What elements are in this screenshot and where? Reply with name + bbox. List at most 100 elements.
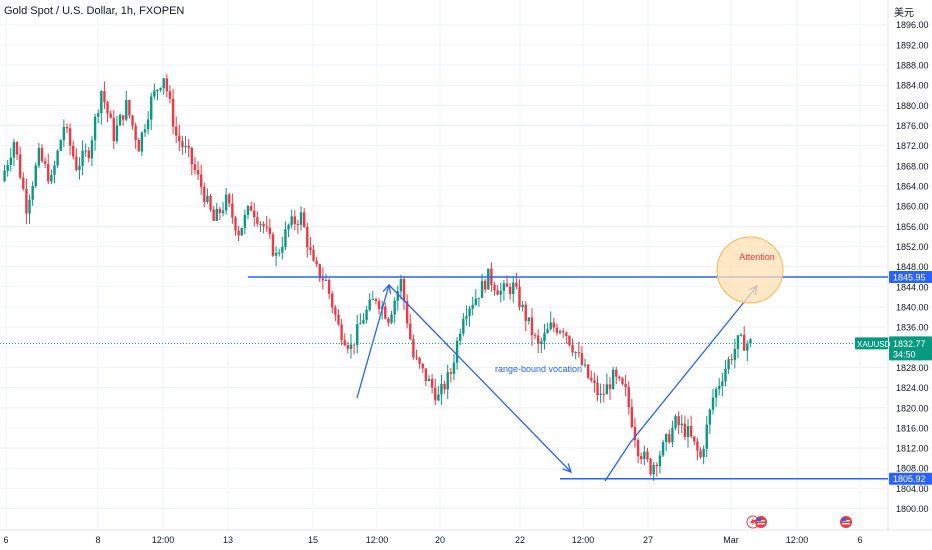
- candle-body: [608, 384, 612, 390]
- us-flag-icon-canton: [842, 518, 846, 521]
- candle-body: [131, 115, 134, 126]
- candle-body: [646, 451, 649, 459]
- candle-body: [471, 304, 474, 309]
- candle-body: [359, 323, 362, 325]
- candle-body: [171, 98, 175, 127]
- candle-body: [268, 227, 272, 235]
- candle-body: [296, 223, 300, 225]
- candle-body: [59, 140, 62, 151]
- candle-body: [37, 147, 41, 166]
- candle-body: [586, 364, 590, 378]
- candle-body: [384, 306, 387, 319]
- candle-body: [621, 378, 624, 385]
- candle-body: [159, 88, 162, 90]
- candle-body: [565, 332, 568, 337]
- candle-body: [530, 317, 534, 336]
- attention-circle[interactable]: [716, 236, 784, 304]
- candle-body: [427, 378, 431, 382]
- us-flag-icon[interactable]: [840, 516, 852, 528]
- us-flag-icon[interactable]: [755, 516, 767, 528]
- candle-body: [599, 393, 602, 395]
- candle-body: [31, 185, 34, 200]
- candle-body: [736, 335, 740, 350]
- candle-body: [533, 335, 537, 337]
- y-tick-label: 1880.00: [896, 101, 929, 111]
- price-axis[interactable]: 1896.00 1892.00 1888.00 1884.00 1880.00 1876.…: [896, 20, 929, 514]
- candle-body: [677, 416, 680, 426]
- y-tick-label: 1840.00: [896, 302, 929, 312]
- candle-body: [209, 195, 212, 210]
- candle-body: [240, 227, 243, 236]
- candle-body: [362, 320, 365, 324]
- candle-body: [293, 216, 296, 224]
- y-tick-label: 1848.00: [896, 262, 929, 272]
- range-note: range-bound vocation: [495, 364, 582, 374]
- candle-body: [686, 426, 690, 437]
- candle-body: [215, 208, 218, 221]
- arrow-head: [562, 463, 573, 474]
- candle-body: [115, 125, 119, 142]
- y-tick-label: 1828.00: [896, 363, 929, 373]
- candle-body: [121, 115, 125, 120]
- drawings[interactable]: Attention range-bound vocation: [0, 236, 888, 482]
- x-tick-label: 12:00: [366, 535, 389, 545]
- candle-body: [22, 177, 25, 189]
- candle-body: [50, 174, 53, 182]
- candle-body: [640, 456, 643, 460]
- candle-body: [452, 362, 456, 374]
- candle-body: [243, 214, 247, 228]
- candle-body: [396, 291, 399, 301]
- candle-body: [730, 359, 733, 361]
- candle-body: [483, 280, 487, 290]
- x-tick-label: Mar: [723, 535, 739, 545]
- candle-body: [277, 252, 281, 254]
- candle-body: [568, 336, 571, 345]
- candle-body: [184, 146, 187, 148]
- candle-body: [356, 324, 359, 346]
- candle-body: [468, 308, 471, 317]
- x-tick-label: 8: [95, 535, 100, 545]
- candle-body: [577, 352, 580, 354]
- candle-body: [106, 102, 109, 114]
- y-tick-label: 1820.00: [896, 403, 929, 413]
- arrow-up-1[interactable]: [356, 284, 390, 399]
- candle-body: [749, 339, 752, 344]
- y-tick-label: 1868.00: [896, 161, 929, 171]
- resistance-tag: [889, 270, 932, 283]
- candle-body: [9, 157, 13, 165]
- time-axis[interactable]: 6 8 12:00 13 15 12:00 20 22 12:00 27 Mar 12:00 6: [3, 535, 862, 545]
- arrow-down[interactable]: [388, 284, 572, 473]
- countdown-text: 34:50: [893, 349, 916, 359]
- attention-label: Attention: [739, 252, 775, 262]
- candle-body: [3, 171, 6, 181]
- candle-body: [334, 307, 337, 315]
- x-tick-label: 12:00: [786, 535, 809, 545]
- support-tag-text: 1805.92: [893, 474, 926, 484]
- candle-body: [327, 279, 331, 294]
- candle-body: [34, 165, 37, 186]
- candle-body: [274, 252, 278, 256]
- candle-body: [558, 331, 562, 333]
- candle-body: [109, 113, 112, 118]
- arrow-up-2[interactable]: [629, 285, 758, 444]
- candle-body: [540, 341, 543, 344]
- candle-body: [742, 334, 746, 351]
- grid-lines: [0, 0, 932, 531]
- candle-body: [739, 334, 743, 336]
- event-icons[interactable]: [746, 515, 852, 529]
- candle-body: [228, 194, 231, 204]
- candle-body: [318, 264, 321, 279]
- candle-body: [415, 357, 418, 359]
- candle-body: [446, 372, 449, 390]
- arrow-up-2-start[interactable]: [604, 442, 631, 482]
- candle-body: [409, 323, 412, 340]
- candle-body: [683, 423, 687, 437]
- candle-body: [724, 368, 727, 382]
- candle-body: [561, 331, 565, 333]
- candle-body: [352, 344, 356, 346]
- candle-body: [315, 260, 318, 265]
- candle-body: [112, 117, 115, 142]
- candle-body: [284, 229, 287, 247]
